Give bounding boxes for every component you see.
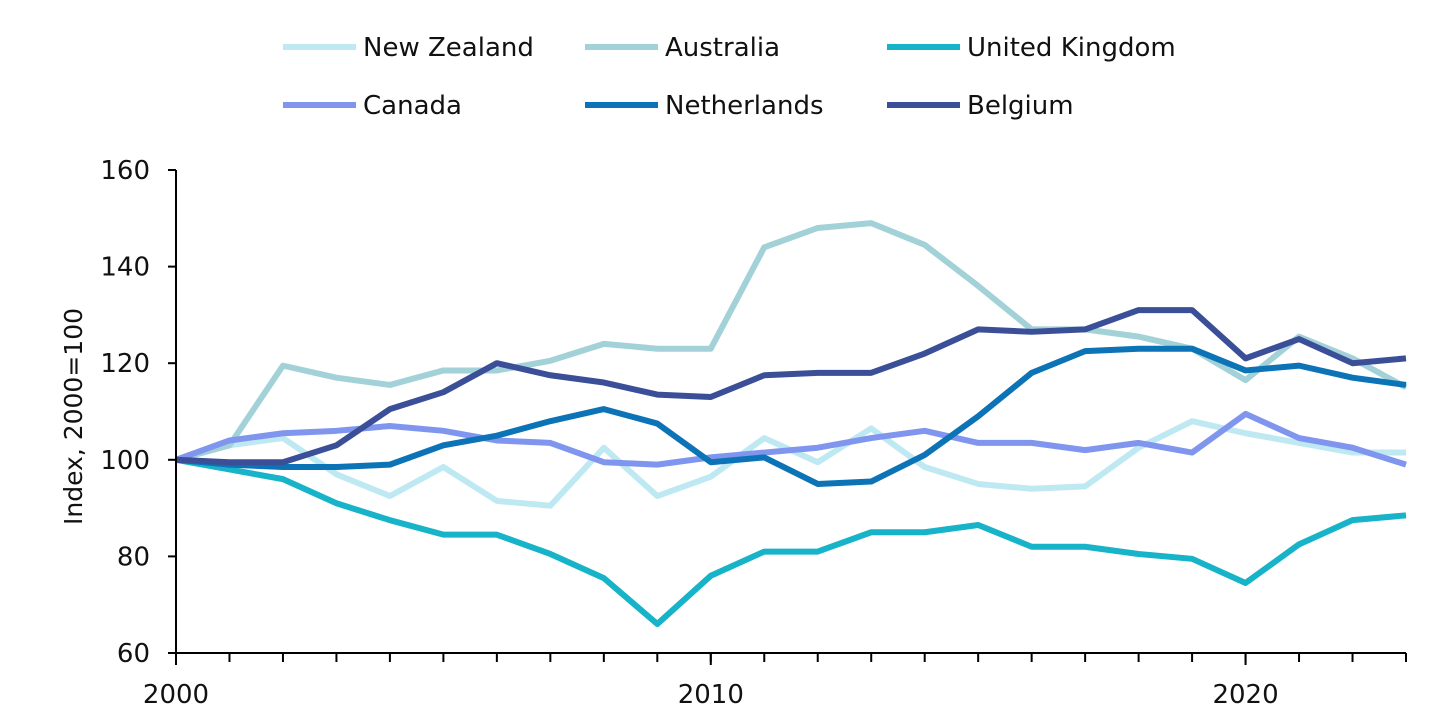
y-tick-label: 120 — [100, 349, 150, 379]
legend: New Zealand Australia United Kingdom Canada… — [283, 33, 1176, 121]
x-tick-label: 2010 — [678, 680, 744, 710]
legend-label-canada: Canada — [363, 91, 462, 121]
legend-item-canada: Canada — [283, 91, 462, 121]
y-tick-label: 100 — [100, 446, 150, 476]
series-line-united-kingdom — [175, 456, 1407, 628]
legend-item-new-zealand: New Zealand — [283, 33, 534, 63]
y-tick-label: 160 — [100, 156, 150, 186]
legend-item-belgium: Belgium — [887, 91, 1074, 121]
series-line-belgium — [175, 307, 1407, 466]
x-tick-label: 2000 — [143, 680, 209, 710]
series-line-canada — [174, 410, 1407, 468]
series-line-netherlands — [175, 345, 1407, 487]
legend-item-united-kingdom: United Kingdom — [887, 33, 1176, 63]
legend-label-new-zealand: New Zealand — [363, 33, 534, 63]
series-line-australia — [175, 220, 1408, 463]
series-lines — [174, 220, 1408, 628]
y-tick-label: 60 — [117, 639, 150, 669]
legend-label-netherlands: Netherlands — [665, 91, 824, 121]
legend-label-united-kingdom: United Kingdom — [967, 33, 1176, 63]
y-tick-label: 140 — [100, 253, 150, 283]
y-axis-label: Index, 2000=100 — [59, 308, 88, 525]
legend-label-australia: Australia — [665, 33, 780, 63]
legend-item-netherlands: Netherlands — [585, 91, 824, 121]
legend-label-belgium: Belgium — [967, 91, 1074, 121]
legend-item-australia: Australia — [585, 33, 780, 63]
axes: 60 80 100 120 140 160 2000 2010 2020 Index, 2000=… — [59, 156, 1407, 710]
y-tick-label: 80 — [117, 542, 150, 572]
x-tick-label: 2020 — [1212, 680, 1278, 710]
